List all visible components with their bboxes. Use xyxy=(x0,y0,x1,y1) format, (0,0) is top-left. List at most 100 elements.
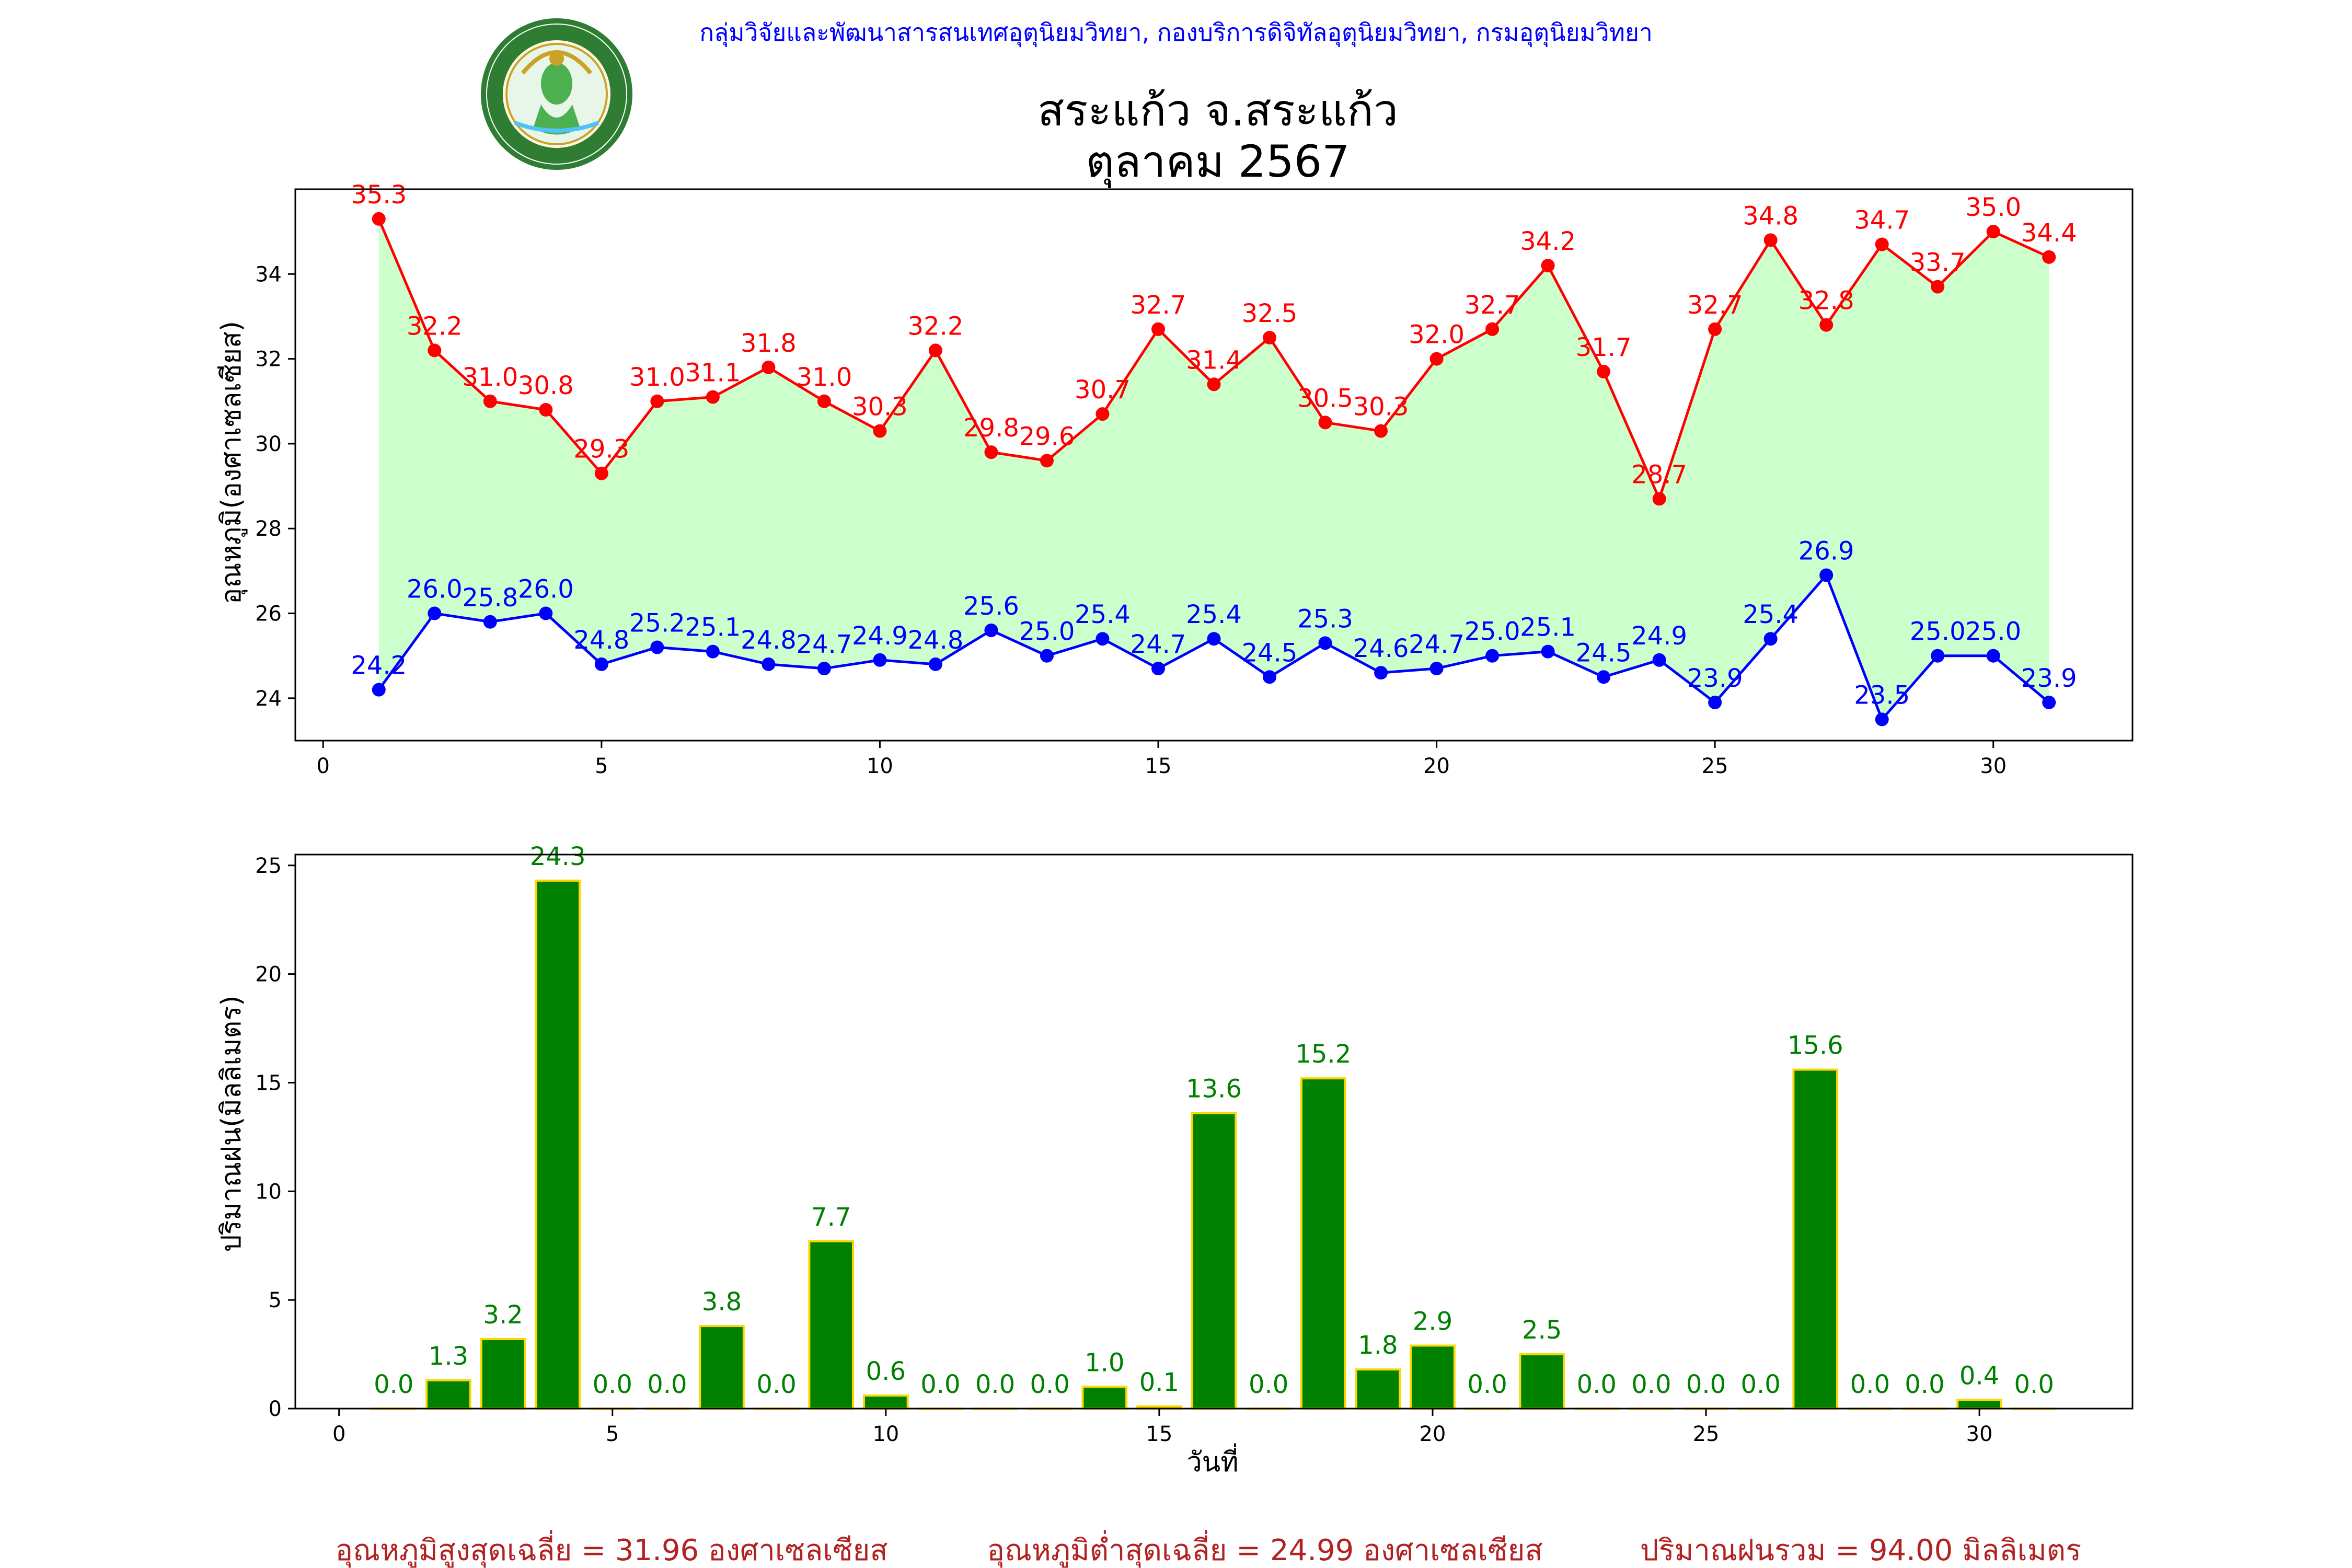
max-temperature-point xyxy=(1763,233,1778,247)
max-temperature-data-label: 30.3 xyxy=(1353,393,1409,422)
max-temperature-data-label: 34.8 xyxy=(1743,201,1798,230)
min-temperature-point xyxy=(483,615,497,629)
temperature-x-tick-label: 30 xyxy=(1980,754,2007,778)
min-temperature-point xyxy=(372,683,386,697)
min-temperature-point xyxy=(1040,649,1054,663)
min-temperature-data-label: 26.9 xyxy=(1798,537,1854,566)
min-temperature-point xyxy=(1875,712,1889,727)
min-temperature-point xyxy=(1931,649,1945,663)
rainfall-x-tick-label: 20 xyxy=(1419,1422,1446,1446)
rainfall-x-tick-label: 15 xyxy=(1146,1422,1172,1446)
rainfall-data-label: 2.9 xyxy=(1413,1307,1452,1336)
min-temperature-data-label: 26.0 xyxy=(518,575,574,604)
min-temperature-data-label: 25.0 xyxy=(1019,617,1075,647)
max-temperature-data-label: 30.7 xyxy=(1075,375,1131,405)
rainfall-data-label: 3.2 xyxy=(483,1300,523,1330)
min-temperature-point xyxy=(928,657,942,671)
rainfall-data-label: 0.0 xyxy=(647,1370,687,1399)
min-temperature-data-label: 25.0 xyxy=(1465,617,1520,647)
rainfall-data-label: 24.3 xyxy=(530,842,586,871)
max-temperature-point xyxy=(594,466,608,480)
temperature-y-tick-label: 34 xyxy=(255,262,282,286)
min-temperature-data-label: 23.9 xyxy=(1687,664,1743,693)
min-temperature-data-label: 25.4 xyxy=(1743,600,1798,629)
max-temperature-data-label: 30.5 xyxy=(1297,384,1353,413)
rainfall-bar xyxy=(1081,1386,1128,1410)
min-temperature-point xyxy=(1541,644,1555,659)
min-temperature-data-label: 26.0 xyxy=(407,575,463,604)
temperature-x-tick-label: 5 xyxy=(595,754,608,778)
max-temperature-point xyxy=(1485,322,1500,336)
max-temperature-point xyxy=(1263,331,1277,345)
rainfall-data-label: 2.5 xyxy=(1522,1316,1562,1345)
max-temperature-point xyxy=(1541,259,1555,273)
rainfall-data-label: 0.6 xyxy=(866,1357,906,1386)
temperature-y-tick-label: 28 xyxy=(255,517,282,541)
max-temperature-point xyxy=(1429,352,1444,366)
max-temperature-point xyxy=(1931,280,1945,294)
rainfall-bar xyxy=(480,1338,526,1410)
max-temperature-data-label: 29.8 xyxy=(963,413,1019,443)
max-temperature-data-label: 32.2 xyxy=(907,312,963,341)
rainfall-data-label: 0.0 xyxy=(1740,1370,1780,1399)
min-temperature-data-label: 25.4 xyxy=(1186,600,1242,629)
rainfall-bar xyxy=(1519,1353,1565,1410)
footer-average-max-temperature: อุณหภูมิสูงสุดเฉลี่ย = 31.96 องศาเซลเซีย… xyxy=(335,1530,887,1568)
rainfall-y-tick-label: 10 xyxy=(255,1180,282,1204)
rainfall-data-label: 0.0 xyxy=(1905,1370,1944,1399)
rainfall-bar xyxy=(862,1394,909,1410)
min-temperature-point xyxy=(1263,670,1277,684)
max-temperature-data-label: 31.4 xyxy=(1186,345,1242,375)
temperature-plot-frame xyxy=(294,188,2134,742)
min-temperature-point xyxy=(2042,695,2056,709)
min-temperature-point xyxy=(1096,632,1110,646)
max-temperature-point xyxy=(650,394,664,408)
max-temperature-data-label: 32.7 xyxy=(1131,291,1186,320)
min-temperature-point xyxy=(1652,653,1666,667)
rainfall-data-label: 0.0 xyxy=(2014,1370,2054,1399)
max-temperature-data-label: 32.2 xyxy=(407,312,463,341)
max-temperature-point xyxy=(817,394,831,408)
min-temperature-data-label: 25.2 xyxy=(629,608,685,638)
min-temperature-point xyxy=(762,657,776,671)
min-temperature-point xyxy=(984,624,998,637)
temperature-y-axis-title: อุณหภูมิ(องศาเซลเซียส) xyxy=(216,321,248,604)
rainfall-data-label: 1.0 xyxy=(1085,1348,1124,1377)
rainfall-data-label: 13.6 xyxy=(1186,1075,1242,1104)
max-temperature-point xyxy=(762,360,776,374)
min-temperature-data-label: 24.9 xyxy=(852,621,908,651)
rainfall-data-label: 0.0 xyxy=(374,1370,413,1399)
max-temperature-point xyxy=(928,343,942,358)
temperature-y-tick-label: 24 xyxy=(255,687,282,711)
rainfall-bar xyxy=(1956,1399,2002,1410)
max-temperature-data-label: 32.7 xyxy=(1687,291,1743,320)
max-temperature-data-label: 35.0 xyxy=(1965,193,2021,222)
max-temperature-data-label: 32.0 xyxy=(1409,320,1465,350)
min-temperature-data-label: 24.8 xyxy=(741,626,797,655)
max-temperature-point xyxy=(483,394,497,408)
rainfall-data-label: 0.0 xyxy=(756,1370,796,1399)
max-temperature-data-label: 28.7 xyxy=(1631,460,1687,489)
min-temperature-data-label: 25.3 xyxy=(1297,604,1353,633)
max-temperature-point xyxy=(706,390,720,404)
rainfall-data-label: 0.0 xyxy=(1467,1370,1507,1399)
min-temperature-data-label: 24.9 xyxy=(1631,621,1687,651)
max-temperature-data-label: 30.8 xyxy=(518,371,574,400)
max-temperature-data-label: 35.3 xyxy=(351,180,407,210)
temperature-x-tick-label: 20 xyxy=(1423,754,1450,778)
max-temperature-data-label: 29.6 xyxy=(1019,422,1075,451)
min-temperature-point xyxy=(650,640,664,654)
rainfall-x-tick-label: 10 xyxy=(872,1422,899,1446)
max-temperature-data-label: 30.3 xyxy=(852,393,908,422)
temperature-y-tick-label: 32 xyxy=(255,348,282,372)
max-temperature-data-label: 29.3 xyxy=(573,435,629,464)
max-temperature-point xyxy=(539,403,553,417)
rainfall-bar xyxy=(1410,1344,1456,1410)
min-temperature-data-label: 23.5 xyxy=(1854,681,1910,710)
rainfall-data-label: 0.4 xyxy=(1959,1361,1999,1390)
min-temperature-data-label: 24.8 xyxy=(573,626,629,655)
rainfall-x-tick-label: 30 xyxy=(1966,1422,1993,1446)
max-temperature-point xyxy=(1597,364,1611,378)
max-temperature-point xyxy=(1318,416,1332,430)
